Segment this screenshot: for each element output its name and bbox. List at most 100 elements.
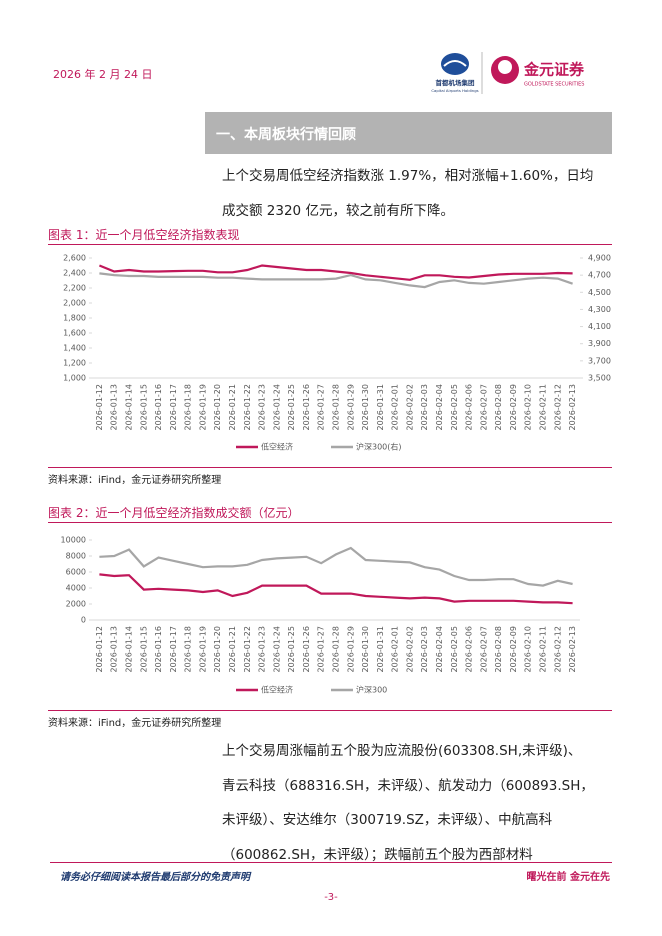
logo1-emblem: [441, 53, 469, 75]
y-tick-label: 2000: [66, 600, 86, 609]
x-tick-label: 2026-01-17: [169, 626, 178, 673]
x-tick-label: 2026-01-28: [332, 384, 341, 431]
y-tick-label: 4,700: [588, 271, 611, 280]
x-tick-label: 2026-02-10: [524, 626, 533, 673]
x-tick-label: 2026-02-11: [539, 626, 548, 673]
x-tick-label: 2026-01-13: [110, 626, 119, 673]
x-tick-label: 2026-01-16: [154, 626, 163, 673]
x-tick-label: 2026-02-13: [568, 626, 577, 673]
y-tick-label: 1,400: [63, 344, 86, 353]
x-tick-label: 2026-01-26: [302, 384, 311, 431]
x-tick-label: 2026-01-29: [346, 626, 355, 673]
x-tick-label: 2026-02-07: [479, 626, 488, 673]
y-tick-label: 3,900: [588, 339, 611, 348]
x-tick-label: 2026-01-31: [376, 626, 385, 673]
y-tick-label: 2,600: [63, 254, 86, 263]
legend-label: 低空经济: [261, 685, 293, 695]
x-tick-label: 2026-01-20: [213, 626, 222, 673]
logos: 首都机场集团 Capital Airports Holdings 金元证券 GO…: [431, 52, 585, 94]
x-tick-label: 2026-01-26: [302, 626, 311, 673]
legend-label: 低空经济: [261, 442, 293, 452]
x-tick-label: 2026-01-25: [287, 626, 296, 673]
y-tick-label: 0: [81, 616, 86, 625]
x-tick-label: 2026-02-04: [435, 626, 444, 673]
paragraph-line: 青云科技（688316.SH，未评级）、航发动力（600893.SH，: [222, 777, 594, 794]
section-box: [205, 112, 612, 154]
x-tick-label: 2026-02-09: [509, 626, 518, 673]
logo1-sub: Capital Airports Holdings: [431, 88, 478, 93]
x-tick-label: 2026-02-08: [494, 626, 503, 673]
x-tick-label: 2026-01-29: [346, 384, 355, 431]
source-rule: [48, 710, 612, 711]
chart: 1,000 1,200 1,400 1,600 1,800 2,000 2,200 2,400…: [63, 254, 611, 452]
x-tick-label: 2026-02-06: [465, 384, 474, 431]
data-line: [99, 573, 573, 605]
date: 2026 年 2 月 24 日: [53, 68, 153, 81]
paragraph-line: 成交额 2320 亿元，较之前有所下降。: [222, 203, 454, 219]
paragraph-line: 上个交易周涨幅前五个股为应流股份(603308.SH,未评级)、: [222, 743, 582, 759]
data-line: [99, 272, 573, 289]
paragraph-line: （600862.SH，未评级）；跌幅前五个股为西部材料: [222, 846, 533, 863]
y-tick-label: 10000: [61, 536, 86, 545]
x-tick-label: 2026-01-12: [95, 626, 104, 673]
x-tick-label: 2026-01-17: [169, 384, 178, 431]
y-tick-label: 3,700: [588, 356, 611, 365]
chart: 0 2000 4000 6000 8000 10000 2026-01-12 2026-01-…: [61, 536, 580, 695]
y-tick-label: 4,500: [588, 288, 611, 297]
y-tick-label: 1,600: [63, 329, 86, 338]
x-tick-label: 2026-01-30: [361, 384, 370, 431]
x-tick-label: 2026-01-15: [139, 384, 148, 431]
x-tick-label: 2026-02-11: [539, 384, 548, 431]
y-tick-label: 4,100: [588, 322, 611, 331]
y-tick-label: 2,400: [63, 269, 86, 278]
data-line: [98, 264, 573, 281]
source-rule: [48, 467, 612, 468]
x-tick-label: 2026-02-09: [509, 384, 518, 431]
page-number: -3-: [324, 892, 338, 903]
legend-label: 沪深300: [356, 685, 387, 695]
x-tick-label: 2026-01-27: [317, 384, 326, 431]
x-tick-label: 2026-01-15: [139, 626, 148, 673]
y-tick-label: 1,000: [63, 374, 86, 383]
x-tick-label: 2026-01-14: [124, 626, 133, 673]
x-tick-label: 2026-01-14: [124, 384, 133, 431]
x-tick-label: 2026-01-12: [95, 384, 104, 431]
x-tick-label: 2026-02-02: [405, 384, 414, 431]
chart-caption: 图表 1：近一个月低空经济指数表现: [48, 228, 240, 242]
x-tick-label: 2026-01-18: [184, 384, 193, 431]
x-tick-label: 2026-01-23: [258, 626, 267, 673]
x-tick-label: 2026-02-03: [420, 626, 429, 673]
chart-caption: 图表 2：近一个月低空经济指数成交额（亿元）: [48, 506, 300, 520]
caption-rule: [48, 244, 612, 245]
x-tick-label: 2026-01-30: [361, 626, 370, 673]
x-tick-label: 2026-02-12: [553, 384, 562, 431]
x-tick-label: 2026-02-02: [405, 626, 414, 673]
logo2-name: 金元证券: [523, 61, 585, 79]
x-tick-label: 2026-01-24: [272, 384, 281, 431]
x-tick-label: 2026-02-05: [450, 626, 459, 673]
y-tick-label: 2,000: [63, 299, 86, 308]
chart-source: 资料来源：iFind，金元证券研究所整理: [48, 475, 222, 486]
paragraph-line: 上个交易周低空经济指数涨 1.97%，相对涨幅+1.60%，日均: [222, 168, 594, 184]
x-tick-label: 2026-02-01: [391, 626, 400, 673]
y-tick-label: 6000: [66, 568, 86, 577]
data-line: [99, 546, 573, 587]
chart-source: 资料来源：iFind，金元证券研究所整理: [48, 718, 222, 729]
y-tick-label: 1,200: [63, 359, 86, 368]
y-tick-label: 4000: [66, 584, 86, 593]
x-tick-label: 2026-01-31: [376, 384, 385, 431]
x-tick-label: 2026-01-19: [198, 626, 207, 673]
x-tick-label: 2026-01-22: [243, 384, 252, 431]
x-tick-label: 2026-01-16: [154, 384, 163, 431]
x-tick-label: 2026-01-19: [198, 384, 207, 431]
x-tick-label: 2026-01-20: [213, 384, 222, 431]
x-tick-label: 2026-01-22: [243, 626, 252, 673]
caption-rule: [48, 522, 612, 523]
logo2-sub: GOLDSTATE SECURITIES: [524, 82, 584, 88]
x-tick-label: 2026-01-25: [287, 384, 296, 431]
x-tick-label: 2026-01-21: [228, 626, 237, 673]
disclaimer: 请务必仔细阅读本报告最后部分的免责声明: [60, 872, 250, 883]
logo1-name: 首都机场集团: [436, 78, 476, 87]
x-tick-label: 2026-01-23: [258, 384, 267, 431]
